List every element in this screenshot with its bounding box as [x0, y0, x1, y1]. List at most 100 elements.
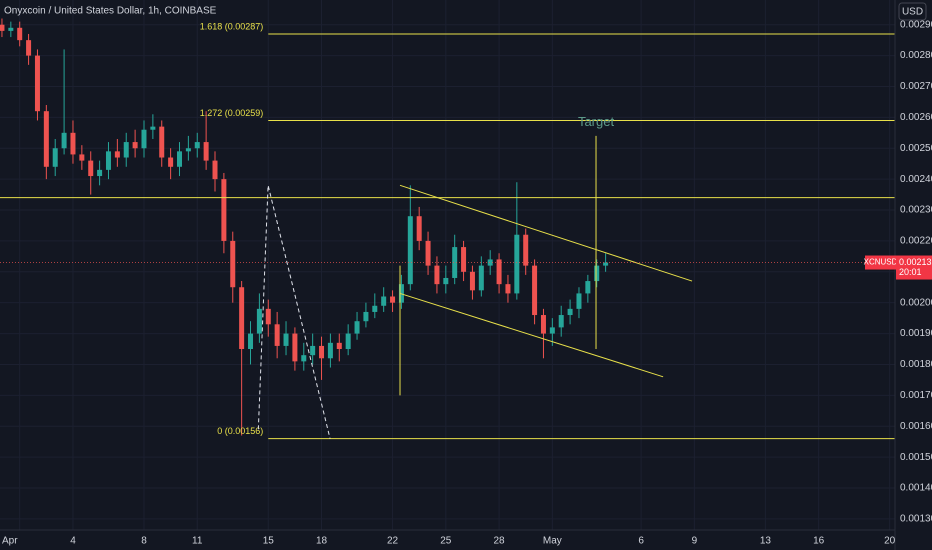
candle-body	[469, 271, 475, 291]
candle-body	[8, 27, 14, 31]
candle-body	[132, 142, 138, 149]
candle-body	[70, 132, 76, 155]
x-tick-label: Apr	[2, 536, 18, 547]
x-tick-label: 15	[263, 536, 275, 547]
candle-body	[523, 234, 529, 266]
candle-body	[248, 333, 254, 350]
candle-body	[416, 216, 422, 241]
candle-body	[381, 296, 387, 306]
x-tick-label: 11	[192, 536, 203, 547]
candle-body	[327, 342, 333, 359]
candle-body	[540, 315, 546, 334]
candle-body	[168, 157, 174, 167]
candle-body	[354, 321, 360, 334]
x-tick-label: 20	[884, 536, 896, 547]
candle-body	[425, 240, 431, 266]
candle-body	[61, 132, 67, 149]
candle-body	[336, 342, 342, 350]
candle-body	[452, 247, 458, 278]
candle-body	[390, 296, 396, 303]
candle-body	[194, 142, 200, 149]
x-tick-label: 22	[387, 536, 399, 547]
x-tick-label: 18	[316, 536, 328, 547]
candle-body	[123, 142, 129, 158]
fib-label: 0 (0.00156)	[217, 426, 263, 436]
candle-body	[212, 160, 218, 180]
x-tick-label: 28	[494, 536, 506, 547]
candle-body	[505, 284, 511, 294]
candle-body	[514, 234, 520, 294]
candle-body	[239, 287, 245, 350]
annotation: Target	[578, 114, 615, 129]
candle-body	[274, 324, 280, 346]
candle-body	[176, 151, 182, 167]
candle-body	[319, 345, 325, 359]
candle-body	[407, 216, 413, 285]
x-tick-label: 9	[692, 536, 698, 547]
candle-body	[310, 345, 316, 356]
candle-body	[43, 111, 49, 167]
candle-body	[256, 308, 262, 334]
x-tick-label: 4	[70, 536, 76, 547]
candle-body	[150, 126, 156, 130]
candle-body	[363, 311, 369, 322]
trend-line	[399, 184, 693, 282]
candle-body	[532, 265, 538, 316]
x-tick-label: 13	[760, 536, 772, 547]
candle-body	[0, 24, 5, 31]
candle-body	[97, 169, 103, 177]
candle-body	[594, 265, 600, 282]
candle-body	[549, 327, 555, 334]
candle-body	[558, 315, 564, 328]
candle-body	[585, 281, 591, 294]
candle-body	[88, 160, 94, 177]
candle-body	[372, 305, 378, 312]
symbol-tag	[865, 255, 896, 270]
candle-body	[567, 308, 573, 316]
candle-body	[34, 55, 40, 112]
candle-body	[478, 265, 484, 291]
price-tag	[896, 255, 932, 280]
trend-line	[399, 292, 664, 378]
last-price: 0.00213	[899, 257, 932, 267]
currency[interactable]: USD	[902, 7, 923, 18]
candle-body	[345, 333, 351, 350]
fib-label: 1.272 (0.00259)	[200, 108, 264, 118]
candle-body	[292, 333, 298, 362]
candle-body	[301, 355, 307, 362]
fib-label: 1.618 (0.00287)	[200, 21, 264, 31]
candle-body	[185, 148, 191, 152]
candle-body	[487, 259, 493, 266]
candle-body	[141, 129, 147, 149]
candle-body	[114, 151, 120, 158]
x-tick-label: May	[543, 536, 562, 547]
candle-body	[461, 247, 467, 272]
candle-body	[576, 293, 582, 309]
x-tick-label: 8	[141, 536, 147, 547]
x-tick-label: 25	[440, 536, 452, 547]
candle-body	[443, 277, 449, 285]
candle-body	[17, 27, 23, 41]
candle-body	[52, 148, 58, 167]
candle-body	[603, 262, 609, 266]
chart-title: Onyxcoin / United States Dollar, 1h, COI…	[4, 6, 217, 17]
candle-body	[79, 154, 85, 161]
currency-box[interactable]	[898, 2, 927, 21]
x-tick-label: 6	[638, 536, 644, 547]
